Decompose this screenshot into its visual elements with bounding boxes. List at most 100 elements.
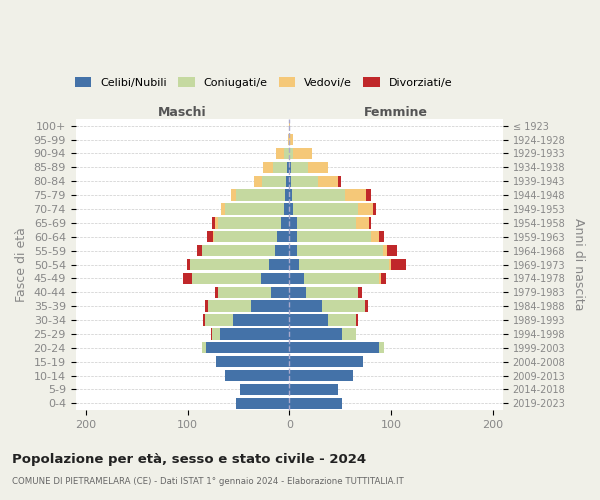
Bar <box>236 190 285 201</box>
Bar <box>389 259 391 270</box>
Bar <box>289 245 298 256</box>
Bar <box>356 314 358 326</box>
Bar <box>289 259 299 270</box>
Bar <box>205 314 233 326</box>
Bar <box>298 245 383 256</box>
Bar <box>284 148 289 159</box>
Bar <box>286 176 289 187</box>
Bar <box>285 190 289 201</box>
Bar <box>289 231 298 242</box>
Bar <box>358 204 373 214</box>
Bar <box>251 300 289 312</box>
Bar <box>289 217 298 228</box>
Bar <box>299 259 389 270</box>
Bar <box>289 272 304 284</box>
Bar <box>289 176 292 187</box>
Bar <box>277 231 289 242</box>
Bar <box>203 314 205 326</box>
Bar <box>262 176 286 187</box>
Bar <box>211 328 212 340</box>
Bar <box>232 190 236 201</box>
Bar <box>236 398 289 409</box>
Bar <box>365 190 371 201</box>
Bar <box>289 398 342 409</box>
Bar <box>379 231 384 242</box>
Bar <box>205 300 208 312</box>
Bar <box>191 272 261 284</box>
Bar <box>220 328 289 340</box>
Bar <box>216 356 289 368</box>
Bar <box>383 245 387 256</box>
Bar <box>289 120 290 132</box>
Bar <box>289 162 292 173</box>
Bar <box>289 370 353 382</box>
Bar <box>373 204 376 214</box>
Bar <box>289 204 293 214</box>
Bar <box>292 190 345 201</box>
Text: Popolazione per età, sesso e stato civile - 2024: Popolazione per età, sesso e stato civil… <box>12 452 366 466</box>
Bar <box>275 245 289 256</box>
Bar <box>254 176 262 187</box>
Bar <box>371 231 379 242</box>
Bar <box>202 245 275 256</box>
Bar <box>206 342 289 353</box>
Bar <box>187 259 190 270</box>
Bar <box>197 245 202 256</box>
Text: Femmine: Femmine <box>364 106 428 118</box>
Bar <box>289 384 338 395</box>
Bar <box>215 217 218 228</box>
Bar <box>292 176 318 187</box>
Bar <box>328 314 356 326</box>
Bar <box>379 342 384 353</box>
Bar <box>208 300 251 312</box>
Bar <box>212 217 215 228</box>
Bar <box>308 162 328 173</box>
Bar <box>289 190 292 201</box>
Bar <box>184 272 191 284</box>
Bar <box>288 134 289 145</box>
Bar <box>358 286 362 298</box>
Bar <box>190 259 269 270</box>
Bar <box>241 384 289 395</box>
Bar <box>289 300 322 312</box>
Bar <box>284 204 289 214</box>
Bar <box>289 314 328 326</box>
Bar <box>218 286 271 298</box>
Bar <box>263 162 273 173</box>
Bar <box>269 259 289 270</box>
Bar <box>215 286 218 298</box>
Bar <box>387 245 397 256</box>
Bar <box>225 370 289 382</box>
Bar <box>305 286 358 298</box>
Bar <box>304 272 379 284</box>
Bar <box>356 217 368 228</box>
Bar <box>368 217 371 228</box>
Bar <box>271 286 289 298</box>
Bar <box>293 204 358 214</box>
Bar <box>276 148 284 159</box>
Bar <box>298 217 356 228</box>
Bar <box>213 231 214 242</box>
Bar <box>365 300 368 312</box>
Bar <box>214 231 277 242</box>
Bar <box>218 217 281 228</box>
Bar <box>338 176 341 187</box>
Bar <box>322 300 365 312</box>
Bar <box>379 272 381 284</box>
Bar <box>261 272 289 284</box>
Legend: Celibi/Nubili, Coniugati/e, Vedovi/e, Divorziati/e: Celibi/Nubili, Coniugati/e, Vedovi/e, Di… <box>69 72 458 94</box>
Bar <box>233 314 289 326</box>
Bar <box>293 148 311 159</box>
Bar <box>289 134 293 145</box>
Y-axis label: Anni di nascita: Anni di nascita <box>572 218 585 311</box>
Bar <box>287 162 289 173</box>
Bar <box>273 162 287 173</box>
Bar <box>318 176 338 187</box>
Bar <box>289 356 362 368</box>
Bar <box>289 286 305 298</box>
Bar <box>212 328 220 340</box>
Bar <box>225 204 284 214</box>
Bar <box>221 204 225 214</box>
Bar <box>289 148 293 159</box>
Bar <box>381 272 386 284</box>
